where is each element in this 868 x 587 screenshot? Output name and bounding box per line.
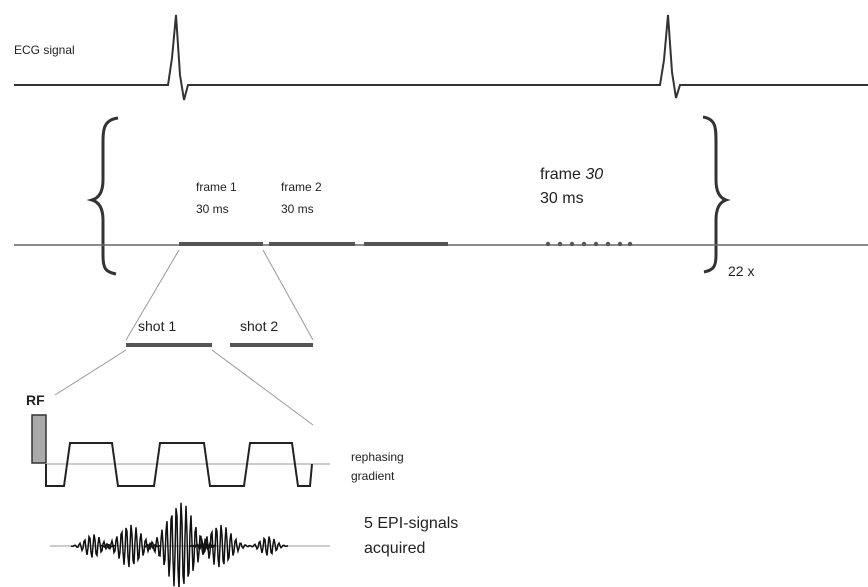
continuation-dots [545,241,633,247]
ecg-trace [14,14,868,101]
frame-2-duration: 30 ms [281,202,314,216]
acquired-label: acquired [364,540,426,557]
left-brace [86,116,119,276]
frame-1-name: frame 1 [196,180,237,194]
gradient-waveform [45,442,313,487]
echo-signal-2 [99,524,161,568]
frame-30-name: frame 30 [540,166,604,183]
shot-2-label: shot 2 [240,318,279,334]
gradient-label: gradient [351,469,395,483]
zoom-line-frame-left [125,249,180,341]
frame-1-duration: 30 ms [196,202,229,216]
echo-signal-4 [189,524,251,568]
shot-1-label: shot 1 [138,318,177,334]
rf-label: RF [26,392,45,408]
frame-30-duration: 30 ms [540,190,584,207]
zoom-line-shot-right [211,349,314,426]
epi-echo-signals [70,502,289,587]
frame-2-name: frame 2 [281,180,322,194]
rephasing-label: rephasing [351,450,404,464]
zoom-line-shot-left [54,349,127,396]
repeat-count-label: 22 x [728,263,755,279]
echo-signal-5 [247,536,289,556]
epi-signals-label: 5 EPI-signals [364,515,459,532]
zoom-line-frame-right [262,249,314,341]
ecg-signal-label: ECG signal [14,43,75,57]
rf-pulse [31,414,47,464]
right-brace [702,115,731,274]
